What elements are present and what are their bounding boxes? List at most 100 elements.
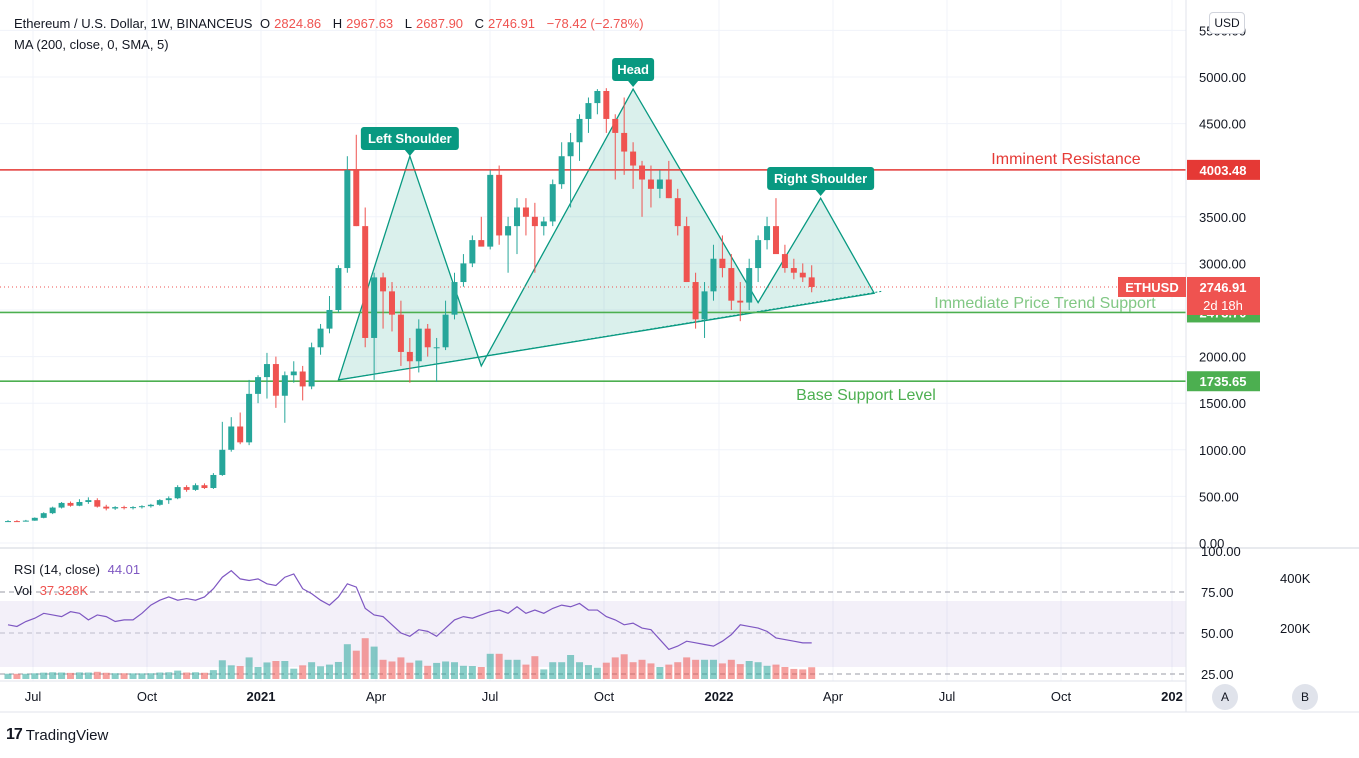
volume-bar	[638, 659, 646, 679]
close-label: C	[474, 16, 485, 31]
vol-legend[interactable]: Vol 37.328K	[14, 583, 92, 598]
volume-bar	[49, 672, 57, 679]
candle-body	[808, 277, 815, 287]
candle-body	[674, 198, 681, 227]
rsi-line	[7, 569, 812, 651]
candle-body	[460, 263, 467, 283]
candle-body	[308, 347, 315, 387]
volume-bar	[370, 646, 378, 679]
rsi-legend[interactable]: RSI (14, close) 44.01	[14, 562, 144, 577]
pattern-label: Head	[617, 62, 649, 77]
candle-body	[201, 485, 208, 489]
auto-scale-button[interactable]: A	[1212, 684, 1238, 710]
high-value: 2967.63	[346, 16, 394, 31]
candle-body	[255, 377, 262, 394]
candle-body	[130, 507, 137, 509]
pattern-label-pointer	[404, 150, 415, 156]
candle-body	[522, 207, 529, 217]
volume-bar	[58, 672, 66, 679]
candle-body	[647, 179, 654, 189]
volume-bar	[290, 668, 298, 679]
volume-bar	[486, 653, 494, 679]
time-tick-label: Oct	[1051, 689, 1072, 704]
volume-bar	[522, 664, 530, 679]
candle-body	[31, 517, 38, 521]
candle-body	[567, 142, 574, 157]
brand-name: TradingView	[25, 726, 109, 744]
pattern-label-box	[360, 127, 459, 150]
candle-body	[183, 487, 190, 490]
volume-bar	[763, 665, 771, 679]
level-label: Immediate Price Trend Support	[934, 295, 1156, 312]
volume-bar	[629, 662, 637, 679]
candle-body	[138, 506, 145, 508]
candle-body	[219, 449, 226, 475]
volume-bar	[388, 661, 396, 679]
pattern-label-pointer	[628, 81, 639, 87]
currency-button[interactable]: USD	[1209, 12, 1245, 34]
volume-bar	[620, 654, 628, 679]
volume-bar	[709, 659, 717, 679]
candle-body	[156, 500, 163, 505]
candle-body	[344, 170, 351, 269]
rsi-axis: 100.00 75.00 50.00 25.00 400K 200K	[1201, 544, 1311, 682]
candle-body	[121, 507, 128, 509]
candle-body	[415, 328, 422, 362]
candle-body	[603, 90, 610, 119]
pattern-label-box	[612, 58, 655, 81]
candle-body	[621, 132, 628, 152]
volume-bar	[308, 662, 316, 679]
volume-bar	[558, 662, 566, 679]
volume-bar	[200, 672, 208, 679]
volume-bar	[272, 661, 280, 679]
volume-bar	[567, 655, 575, 679]
close-value: 2746.91	[488, 16, 536, 31]
symbol-tag-label: ETHUSD	[1125, 280, 1178, 295]
candle-body	[49, 507, 56, 514]
time-tick-label: Apr	[366, 689, 387, 704]
rsi-label: RSI (14, close)	[14, 562, 100, 577]
level-price-tag	[1187, 371, 1260, 392]
candle-body	[496, 174, 503, 236]
symbol-tag	[1118, 276, 1186, 297]
candle-body	[639, 165, 646, 180]
volume-bar	[174, 670, 182, 679]
candle-body	[728, 268, 735, 301]
candle-body	[558, 156, 565, 185]
symbol-title[interactable]: Ethereum / U.S. Dollar, 1W, BINANCEUS	[14, 16, 253, 31]
candle-body	[76, 501, 83, 506]
candle-body	[424, 328, 431, 348]
volume-bar	[799, 669, 807, 679]
volume-bar	[156, 672, 164, 679]
volume-bar	[334, 661, 342, 679]
volume-bar	[93, 671, 101, 679]
volume-bar	[84, 672, 92, 679]
volume-bar	[192, 672, 200, 679]
candle-body	[362, 226, 369, 338]
candles	[5, 88, 815, 523]
ma-legend[interactable]: MA (200, close, 0, SMA, 5)	[14, 37, 173, 52]
volume-bar	[611, 657, 619, 679]
level-price-tag	[1187, 159, 1260, 180]
time-tick-label: Oct	[594, 689, 615, 704]
candle-body	[576, 118, 583, 143]
volume-bar	[75, 672, 83, 679]
volume-bar	[67, 672, 75, 679]
footer-brand[interactable]: 17 TradingView	[6, 726, 108, 744]
volume-bar	[424, 665, 432, 679]
volume-bar	[736, 664, 744, 679]
scale-b-button[interactable]: B	[1292, 684, 1318, 710]
volume-bar	[442, 661, 450, 679]
volume-bar	[361, 638, 369, 679]
vol-label: Vol	[14, 583, 33, 598]
candle-body	[799, 272, 806, 278]
candle-body	[451, 282, 458, 315]
volume-bar	[718, 663, 726, 679]
candle-body	[764, 226, 771, 241]
candle-body	[665, 179, 672, 199]
candle-body	[514, 207, 521, 227]
rsi-tick-label: 100.00	[1201, 544, 1241, 559]
volume-bar	[504, 659, 512, 679]
